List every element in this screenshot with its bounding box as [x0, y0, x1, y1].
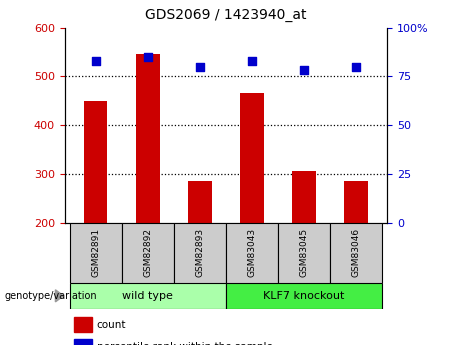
Bar: [70, 223, 122, 283]
Text: wild type: wild type: [122, 291, 173, 301]
Text: GSM82893: GSM82893: [195, 228, 204, 277]
Bar: [74, 339, 92, 345]
Bar: [344, 181, 368, 223]
Bar: [84, 101, 107, 223]
Bar: [122, 223, 174, 283]
Bar: [174, 223, 226, 283]
Bar: [70, 283, 226, 309]
Text: GSM83043: GSM83043: [248, 228, 256, 277]
Bar: [240, 93, 264, 223]
Point: [248, 58, 255, 63]
Point: [144, 54, 152, 60]
Text: GSM83046: GSM83046: [351, 228, 361, 277]
Title: GDS2069 / 1423940_at: GDS2069 / 1423940_at: [145, 8, 307, 22]
Bar: [136, 55, 160, 223]
Bar: [226, 223, 278, 283]
Point: [92, 58, 100, 63]
Text: genotype/variation: genotype/variation: [5, 291, 97, 301]
Bar: [278, 223, 330, 283]
Bar: [226, 283, 382, 309]
Polygon shape: [55, 290, 64, 302]
Bar: [74, 317, 92, 333]
Text: GSM82892: GSM82892: [143, 228, 152, 277]
Point: [300, 68, 307, 73]
Bar: [292, 171, 316, 223]
Text: GSM83045: GSM83045: [300, 228, 308, 277]
Text: GSM82891: GSM82891: [91, 228, 100, 277]
Bar: [330, 223, 382, 283]
Text: count: count: [97, 320, 126, 330]
Point: [352, 64, 360, 69]
Bar: [188, 181, 212, 223]
Point: [196, 64, 204, 69]
Text: KLF7 knockout: KLF7 knockout: [263, 291, 345, 301]
Text: percentile rank within the sample: percentile rank within the sample: [97, 342, 273, 345]
